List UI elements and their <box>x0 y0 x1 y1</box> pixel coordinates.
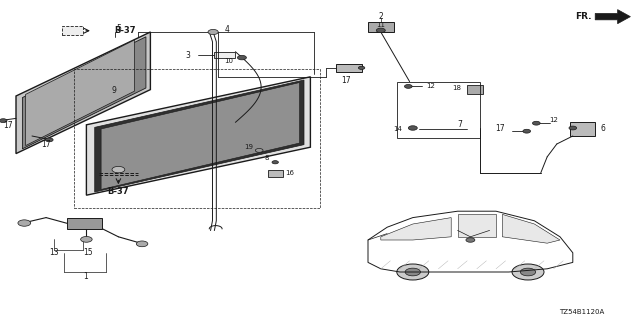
Text: 9: 9 <box>111 86 116 95</box>
Text: 7: 7 <box>457 120 462 129</box>
Text: 1: 1 <box>83 272 88 281</box>
Text: 3: 3 <box>186 51 191 60</box>
Text: B-37: B-37 <box>114 26 136 35</box>
Bar <box>62 26 83 35</box>
Circle shape <box>358 66 365 69</box>
Circle shape <box>237 55 246 60</box>
Text: 10: 10 <box>225 58 234 64</box>
Text: 5: 5 <box>116 24 121 33</box>
Text: 2: 2 <box>378 12 383 20</box>
Polygon shape <box>381 218 451 240</box>
Polygon shape <box>22 37 146 149</box>
Circle shape <box>520 268 536 276</box>
Circle shape <box>81 236 92 242</box>
Circle shape <box>405 268 420 276</box>
Text: 4: 4 <box>225 25 230 34</box>
Circle shape <box>408 126 417 130</box>
Circle shape <box>376 28 385 33</box>
Circle shape <box>45 138 53 142</box>
Bar <box>368 22 394 32</box>
Text: 12: 12 <box>549 117 558 123</box>
Text: 12: 12 <box>426 84 435 89</box>
Text: 11: 11 <box>376 22 385 28</box>
Text: 13: 13 <box>49 248 60 257</box>
Bar <box>570 122 595 136</box>
Polygon shape <box>16 32 150 154</box>
Text: FR.: FR. <box>575 12 592 21</box>
Circle shape <box>397 264 429 280</box>
Text: 19: 19 <box>244 144 253 149</box>
Polygon shape <box>106 128 125 146</box>
Bar <box>397 82 480 138</box>
Circle shape <box>255 148 263 152</box>
Text: 14: 14 <box>393 126 402 132</box>
Circle shape <box>466 238 475 242</box>
Circle shape <box>512 264 544 280</box>
Polygon shape <box>95 80 304 192</box>
Polygon shape <box>101 83 300 189</box>
Bar <box>467 85 483 94</box>
Text: 16: 16 <box>285 170 294 176</box>
Text: 15: 15 <box>83 248 93 257</box>
Bar <box>214 52 235 58</box>
Polygon shape <box>86 77 310 195</box>
Text: 17: 17 <box>41 140 51 148</box>
Circle shape <box>208 29 218 35</box>
Polygon shape <box>26 40 134 146</box>
Circle shape <box>404 84 412 88</box>
Text: 6: 6 <box>600 124 605 133</box>
Text: 18: 18 <box>452 85 461 91</box>
Circle shape <box>112 166 125 173</box>
Polygon shape <box>458 214 496 237</box>
Text: TZ54B1120A: TZ54B1120A <box>559 309 605 315</box>
Bar <box>67 218 102 229</box>
Circle shape <box>136 241 148 247</box>
Text: 17: 17 <box>340 76 351 85</box>
Text: 8: 8 <box>264 156 269 161</box>
Bar <box>336 64 362 72</box>
Circle shape <box>18 220 31 226</box>
Circle shape <box>569 126 577 130</box>
Bar <box>268 170 283 177</box>
Text: 17: 17 <box>495 124 506 133</box>
Text: B-37: B-37 <box>108 188 129 196</box>
Circle shape <box>532 121 540 125</box>
Circle shape <box>0 119 7 123</box>
Circle shape <box>523 129 531 133</box>
Text: 17: 17 <box>3 121 13 130</box>
Circle shape <box>272 161 278 164</box>
Polygon shape <box>595 10 630 24</box>
Polygon shape <box>502 214 560 243</box>
